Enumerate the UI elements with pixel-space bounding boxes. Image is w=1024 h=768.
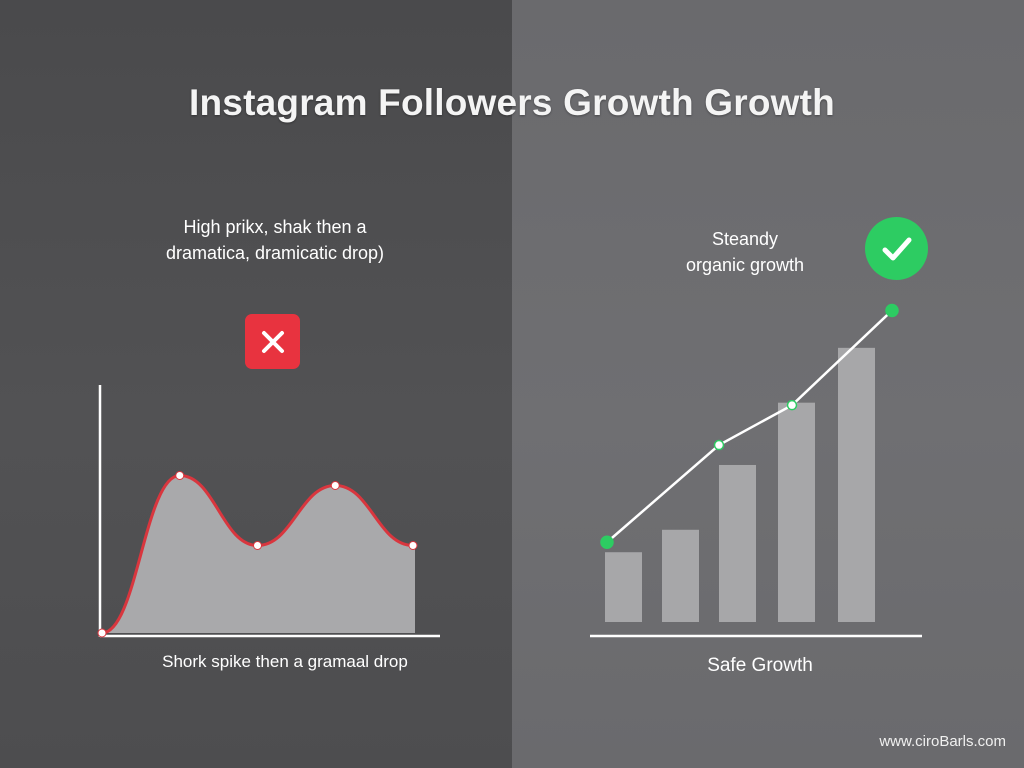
left-panel <box>0 0 512 768</box>
right-panel <box>512 0 1024 768</box>
data-point-2 <box>253 541 262 550</box>
data-point-0 <box>97 628 107 638</box>
bar-1 <box>605 552 642 622</box>
area-fill <box>102 475 415 633</box>
growth-point-1 <box>713 439 725 451</box>
right-caption: Steandy organic growth <box>650 226 840 278</box>
page-title: Instagram Followers Growth Growth <box>189 82 835 123</box>
checkmark-icon <box>865 217 928 280</box>
watermark: www.ciroBarls.com <box>879 733 1006 750</box>
growth-line <box>606 309 893 544</box>
data-point-3 <box>330 481 340 490</box>
right-bottom-label: Safe Growth <box>707 655 813 676</box>
left-caption: High prikx, shak then a dramatica, drami… <box>130 214 420 266</box>
data-point-4 <box>408 541 418 550</box>
right-caption-line2: organic growth <box>685 255 805 275</box>
left-bottom-label: Shork spike then a gramaal drop <box>162 652 408 671</box>
bar-2 <box>662 529 699 622</box>
right-caption-line1: Steandy <box>711 229 779 249</box>
right-bar-chart <box>590 303 922 638</box>
left-caption-line1: High prikx, shak then a <box>183 217 367 237</box>
growth-point-3 <box>885 303 899 318</box>
checkmark-icon-glyph <box>882 237 911 260</box>
bar-5 <box>838 347 875 622</box>
bar-4 <box>778 402 815 622</box>
cross-icon <box>245 314 300 369</box>
left-area-chart <box>97 385 440 638</box>
cross-icon-glyph <box>261 330 284 353</box>
growth-point-0 <box>600 535 614 549</box>
data-point-1 <box>175 471 185 480</box>
area-line <box>101 473 414 635</box>
bar-3 <box>719 464 756 622</box>
left-caption-line2: dramatica, dramicatic drop) <box>165 243 385 263</box>
growth-point-2 <box>786 399 798 411</box>
